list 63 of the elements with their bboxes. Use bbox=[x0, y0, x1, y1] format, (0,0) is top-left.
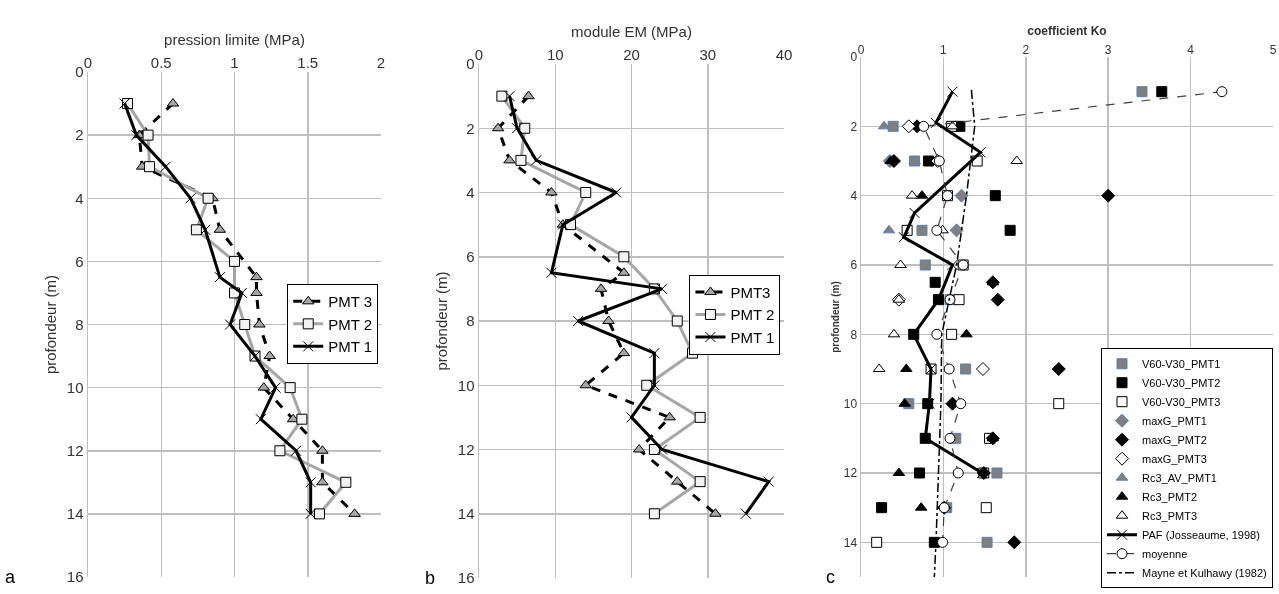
y-tick-label: 2 bbox=[850, 119, 858, 134]
legend-label: maxG_PMT1 bbox=[1142, 414, 1207, 427]
legend-label: PMT 2 bbox=[328, 315, 373, 333]
x-tick-label: 2 bbox=[376, 54, 386, 71]
y-tick-label: 12 bbox=[457, 440, 475, 458]
legend-label: moyenne bbox=[1142, 547, 1188, 560]
y-tick-label: 16 bbox=[66, 568, 84, 586]
legend-label: PAF (Josseaume, 1998) bbox=[1142, 528, 1260, 541]
y-tick-label: 14 bbox=[66, 505, 84, 523]
y-tick-label: 6 bbox=[75, 252, 84, 270]
legend-label: PMT 2 bbox=[730, 306, 775, 324]
y-tick-label: 2 bbox=[466, 119, 475, 137]
y-tick-label: 4 bbox=[466, 183, 475, 201]
x-tick-label: 3 bbox=[1104, 42, 1112, 57]
legend-label: Mayne et Kulhawy (1982) bbox=[1142, 566, 1267, 579]
legend-label: Rc3_PMT3 bbox=[1142, 509, 1198, 522]
y-tick-label: 8 bbox=[466, 312, 475, 330]
x-axis-title: module EM (MPa) bbox=[571, 23, 692, 41]
x-tick-label: 4 bbox=[1187, 42, 1195, 57]
x-tick-label: 30 bbox=[699, 46, 717, 63]
x-tick-label: 1.5 bbox=[297, 54, 319, 71]
y-tick-label: 10 bbox=[457, 376, 475, 394]
y-tick-label: 14 bbox=[457, 505, 475, 522]
legend-label: PMT3 bbox=[730, 283, 771, 301]
legend-label: maxG_PMT2 bbox=[1142, 433, 1207, 446]
y-axis-title: profondeur (m) bbox=[42, 274, 60, 375]
legend-label: Rc3_AV_PMT1 bbox=[1142, 471, 1217, 484]
x-tick-label: 40 bbox=[775, 46, 793, 63]
x-tick-label: 5 bbox=[1269, 42, 1277, 57]
y-tick-label: 6 bbox=[466, 248, 475, 265]
y-tick-label: 16 bbox=[457, 569, 475, 587]
text: b bbox=[425, 568, 436, 588]
legend-label: Rc3_PMT2 bbox=[1142, 490, 1198, 503]
x-tick-label: 20 bbox=[623, 46, 640, 63]
y-axis-title: profondeur (m) bbox=[433, 271, 451, 371]
y-tick-label: 4 bbox=[75, 189, 84, 207]
x-tick-label: 1 bbox=[940, 42, 948, 57]
y-tick-label: 12 bbox=[66, 442, 84, 459]
x-tick-label: 2 bbox=[1022, 42, 1030, 57]
legend-label: V60-V30_PMT2 bbox=[1142, 376, 1221, 389]
text: c bbox=[826, 567, 835, 587]
y-tick-label: 2 bbox=[75, 126, 84, 144]
y-tick-label: 8 bbox=[75, 315, 84, 333]
text: a bbox=[5, 567, 16, 587]
y-tick-label: 10 bbox=[843, 396, 858, 411]
x-axis-title: coefficient Ko bbox=[1027, 23, 1107, 38]
legend-label: PMT 1 bbox=[328, 338, 373, 356]
legend-label: PMT 3 bbox=[328, 293, 373, 311]
y-tick-label: 12 bbox=[843, 466, 858, 481]
y-tick-label: 10 bbox=[66, 378, 84, 396]
y-axis-title: profondeur (m) bbox=[829, 281, 841, 353]
x-tick-label: 1 bbox=[230, 54, 239, 71]
y-tick-label: 14 bbox=[843, 535, 858, 550]
x-tick-label: 10 bbox=[546, 46, 564, 63]
y-tick-label: 6 bbox=[850, 258, 858, 273]
legend-label: maxG_PMT3 bbox=[1142, 452, 1207, 465]
legend-label: PMT 1 bbox=[730, 328, 775, 346]
x-tick-label: 0.5 bbox=[150, 54, 172, 71]
legend-label: V60-V30_PMT1 bbox=[1142, 357, 1221, 370]
y-tick-label: 4 bbox=[850, 188, 858, 203]
y-tick-label: 8 bbox=[850, 327, 858, 342]
legend-label: V60-V30_PMT3 bbox=[1142, 395, 1221, 408]
x-axis-title: pression limite (MPa) bbox=[164, 31, 305, 49]
